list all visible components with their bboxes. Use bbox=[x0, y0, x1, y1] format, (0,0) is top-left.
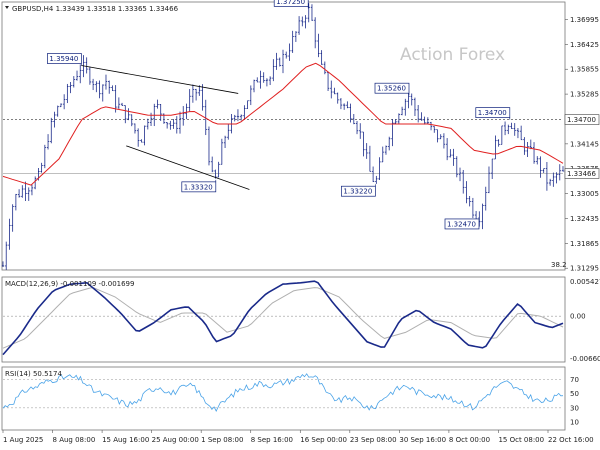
callout-box bbox=[374, 82, 410, 94]
price-tick-label: 1.36995 bbox=[570, 16, 599, 24]
callout-label: 1.35940 bbox=[49, 55, 78, 63]
x-tick-label: 30 Sep 16:00 bbox=[399, 436, 446, 444]
symbol-header-text: GBPUSD,H4 1.33439 1.33518 1.33365 1.3346… bbox=[12, 5, 179, 13]
x-tick-label: 1 Aug 2025 bbox=[3, 436, 43, 444]
watermark: Action Forex bbox=[400, 45, 505, 65]
trendline bbox=[126, 145, 250, 190]
rsi-tick-label: 10 bbox=[570, 418, 579, 426]
callout-label: 1.35260 bbox=[377, 85, 406, 93]
callout-box bbox=[341, 185, 376, 197]
x-tick-label: 8 Aug 08:00 bbox=[53, 436, 96, 444]
x-tick-label: 8 Oct 00:00 bbox=[449, 436, 490, 444]
macd-layer: 0.005427 0.00 -0.006603 bbox=[2, 278, 600, 363]
callout-label: 1.34700 bbox=[478, 109, 507, 117]
price-tick-label: 1.35855 bbox=[570, 66, 599, 74]
fib-note: 38.2 bbox=[551, 261, 567, 269]
trendline bbox=[81, 65, 239, 94]
rsi-title: RSI(14) 50.5174 bbox=[5, 370, 62, 378]
rsi-pane-frame bbox=[1, 366, 566, 431]
x-tick-label: 16 Sep 00:00 bbox=[300, 436, 347, 444]
callout-box bbox=[181, 181, 217, 193]
level-price-box bbox=[564, 114, 600, 125]
price-tick-label: 1.33005 bbox=[570, 190, 599, 198]
rsi-layer: 70 50 30 10 bbox=[2, 373, 579, 426]
rsi-line bbox=[2, 373, 564, 413]
price-tick-label: 1.34145 bbox=[570, 140, 599, 148]
callout-label: 1.37250 bbox=[276, 0, 305, 6]
macd-line bbox=[2, 280, 564, 356]
price-axis: 1.369951.364251.358551.352851.347151.341… bbox=[564, 16, 600, 273]
price-tick-label: 1.32435 bbox=[570, 215, 599, 223]
callout-box bbox=[475, 107, 511, 118]
callout-box bbox=[47, 53, 82, 64]
price-layer: 1.35940 1.37250 1.35260 1.34700 1.33320 1.332… bbox=[1, 0, 565, 270]
x-tick-label: 1 Sep 08:00 bbox=[201, 436, 243, 444]
x-axis: 1 Aug 2025 8 Aug 08:00 15 Aug 16:00 25 Aug … bbox=[2, 430, 594, 444]
callout-label: 1.33220 bbox=[343, 188, 372, 196]
moving-average-line bbox=[2, 62, 564, 186]
symbol-header: GBPUSD,H4 1.33439 1.33518 1.33365 1.3346… bbox=[5, 5, 179, 13]
current-price-box bbox=[564, 168, 600, 179]
rsi-tick-label: 30 bbox=[570, 404, 579, 412]
macd-tick-label: -0.006603 bbox=[570, 355, 600, 363]
callout-label: 1.33320 bbox=[184, 183, 213, 191]
x-tick-label: 15 Oct 08:00 bbox=[498, 436, 544, 444]
x-tick-label: 15 Aug 16:00 bbox=[102, 436, 149, 444]
callout-box bbox=[273, 0, 309, 7]
rsi-tick-label: 50 bbox=[570, 390, 579, 398]
macd-title: MACD(12,26,9) -0.001109 -0.001699 bbox=[5, 280, 134, 288]
price-tick-label: 1.31865 bbox=[570, 240, 599, 248]
x-tick-label: 25 Aug 00:00 bbox=[152, 436, 199, 444]
callout-label: 1.32470 bbox=[447, 220, 476, 228]
x-tick-label: 23 Sep 08:00 bbox=[350, 436, 397, 444]
x-tick-label: 8 Sep 16:00 bbox=[251, 436, 293, 444]
current-price-label: 1.33466 bbox=[567, 170, 596, 178]
macd-signal-line bbox=[2, 287, 564, 349]
level-price-label: 1.34700 bbox=[567, 116, 596, 124]
macd-pane-frame bbox=[1, 276, 566, 363]
price-tick-label: 1.31295 bbox=[570, 265, 599, 273]
price-tick-label: 1.35285 bbox=[570, 91, 599, 99]
macd-tick-label: 0.005427 bbox=[570, 278, 600, 286]
rsi-tick-label: 70 bbox=[570, 376, 579, 384]
callout-box bbox=[444, 218, 480, 230]
macd-tick-label: 0.00 bbox=[570, 313, 586, 321]
x-tick-label: 22 Oct 16:00 bbox=[548, 436, 594, 444]
price-pane-frame bbox=[1, 1, 566, 271]
price-tick-label: 1.36425 bbox=[570, 41, 599, 49]
